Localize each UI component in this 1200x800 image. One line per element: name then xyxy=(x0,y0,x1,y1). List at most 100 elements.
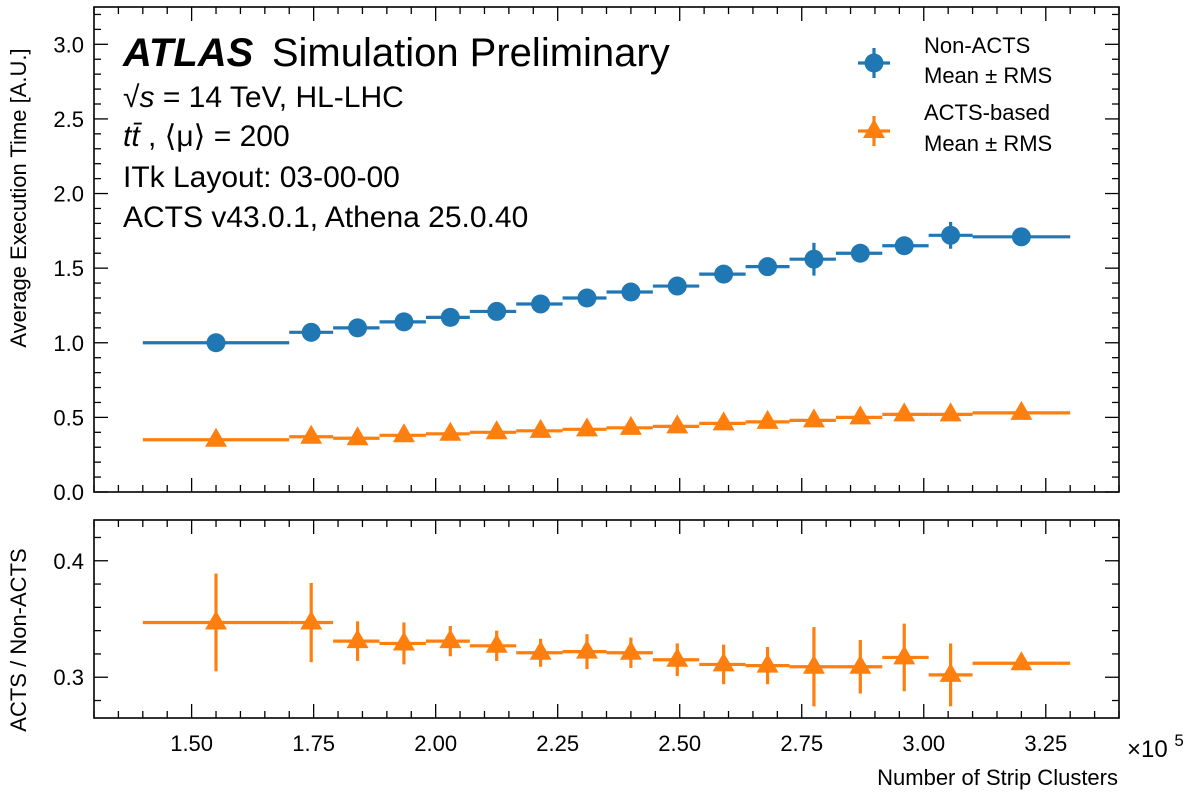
acts-based-triangle-marker xyxy=(346,426,369,446)
x-axis-multiplier-exponent: 5 xyxy=(1174,731,1183,750)
acts-based-point xyxy=(789,408,836,428)
non-acts-circle-marker xyxy=(941,225,961,245)
ratio-point xyxy=(882,623,929,692)
acts-based-point xyxy=(516,418,563,438)
acts-based-triangle-marker xyxy=(756,409,779,429)
x-axis-title: Number of Strip Clusters xyxy=(877,765,1118,790)
main-y-tick-label: 0.0 xyxy=(53,480,84,505)
non-acts-point xyxy=(142,333,290,353)
legend: Non-ACTS Mean ± RMS ACTS-based Mean ± RM… xyxy=(858,33,1052,156)
acts-based-point xyxy=(652,414,700,434)
non-acts-circle-marker xyxy=(714,264,734,284)
non-acts-point xyxy=(652,276,700,296)
non-acts-circle-marker xyxy=(667,276,687,296)
acts-based-triangle-marker xyxy=(529,418,552,438)
main-y-tick-label: 2.0 xyxy=(53,182,84,207)
ratio-point xyxy=(972,651,1071,671)
ratio-point xyxy=(469,630,517,661)
non-acts-point xyxy=(379,312,426,332)
ratio-y-tick-label: 0.4 xyxy=(53,549,84,574)
ratio-point xyxy=(562,634,607,670)
ratio-y-tick-label: 0.3 xyxy=(53,665,84,690)
annotation-process-rest: , ⟨μ⟩ = 200 xyxy=(148,120,290,153)
main-series-layer xyxy=(142,221,1071,447)
ratio-axis-ticks xyxy=(93,520,1120,718)
non-acts-circle-marker xyxy=(348,318,368,338)
acts-based-point xyxy=(745,409,790,429)
ratio-triangle-marker xyxy=(485,633,508,653)
non-acts-circle-marker xyxy=(301,322,321,342)
ratio-point xyxy=(379,622,426,665)
acts-based-triangle-marker xyxy=(485,420,508,440)
atlas-status-text: Simulation Preliminary xyxy=(272,31,670,75)
acts-based-triangle-marker xyxy=(939,402,962,422)
ratio-triangle-marker xyxy=(205,610,228,630)
non-acts-circle-marker xyxy=(394,312,414,332)
non-acts-point xyxy=(562,288,607,308)
x-tick-label: 2.00 xyxy=(414,731,457,756)
ratio-point xyxy=(652,643,700,677)
ratio-point xyxy=(333,621,380,661)
non-acts-point xyxy=(606,282,653,302)
ratio-point xyxy=(516,638,563,667)
legend-marker-acts-based xyxy=(858,116,890,146)
acts-based-triangle-marker xyxy=(849,405,872,425)
acts-based-point xyxy=(699,411,746,431)
ratio-triangle-marker xyxy=(893,645,916,665)
ratio-triangle-marker xyxy=(802,654,825,674)
acts-based-triangle-marker xyxy=(712,411,735,431)
main-y-tick-label: 0.5 xyxy=(53,405,84,430)
ratio-triangle-marker xyxy=(712,652,735,672)
non-acts-circle-marker xyxy=(804,249,824,269)
ratio-triangle-marker xyxy=(392,631,415,651)
non-acts-circle-marker xyxy=(206,333,226,353)
acts-based-triangle-marker xyxy=(575,417,598,437)
annotation-energy-sqrt: √s xyxy=(123,81,154,114)
non-acts-point xyxy=(972,227,1071,247)
non-acts-circle-marker xyxy=(758,257,778,277)
ratio-point xyxy=(789,627,836,707)
non-acts-point xyxy=(469,301,517,321)
legend-label-acts-based: ACTS-based xyxy=(924,100,1050,125)
ratio-triangle-marker xyxy=(666,647,689,667)
acts-based-triangle-marker xyxy=(300,424,323,444)
non-acts-circle-marker xyxy=(621,282,641,302)
main-y-axis-title: Average Execution Time [A.U.] xyxy=(6,48,31,347)
x-tick-label: 3.25 xyxy=(1024,731,1067,756)
acts-based-triangle-marker xyxy=(893,402,916,422)
ratio-triangle-marker xyxy=(575,639,598,659)
acts-based-triangle-marker xyxy=(1010,400,1033,420)
annotation-layout: ITk Layout: 03-00-00 xyxy=(123,161,400,194)
non-acts-point xyxy=(425,307,470,327)
acts-based-point xyxy=(289,424,334,444)
atlas-logo-text: ATLAS xyxy=(122,31,254,75)
acts-based-point xyxy=(835,405,883,425)
acts-based-point xyxy=(972,400,1071,420)
ratio-triangle-marker xyxy=(300,610,323,630)
ratio-plot-frame xyxy=(93,519,1120,719)
ratio-triangle-marker xyxy=(346,629,369,649)
main-y-tick-label: 1.5 xyxy=(53,256,84,281)
ratio-point xyxy=(606,637,653,668)
legend-entry-acts-based: ACTS-based Mean ± RMS xyxy=(858,100,1052,156)
legend-label-non-acts: Non-ACTS xyxy=(924,33,1030,58)
annotation-energy-rest: = 14 TeV, HL-LHC xyxy=(163,81,404,114)
ratio-y-tick-labels: 0.3 0.4 xyxy=(53,549,84,690)
ratio-series-layer xyxy=(142,573,1071,707)
acts-based-point xyxy=(469,420,517,440)
x-tick-label: 1.50 xyxy=(170,731,213,756)
non-acts-point xyxy=(928,221,973,249)
ratio-point xyxy=(699,644,746,685)
acts-based-triangle-marker xyxy=(439,421,462,441)
ratio-triangle-marker xyxy=(529,640,552,660)
ratio-y-axis-title: ACTS / Non-ACTS xyxy=(6,548,31,731)
acts-based-point xyxy=(562,417,607,437)
x-tick-label: 2.75 xyxy=(780,731,823,756)
x-tick-label: 1.75 xyxy=(292,731,335,756)
main-y-tick-labels: 0.0 0.5 1.0 1.5 2.0 2.5 3.0 xyxy=(53,32,84,505)
x-tick-labels: 1.50 1.75 2.00 2.25 2.50 2.75 3.00 3.25 xyxy=(170,731,1067,756)
acts-based-triangle-marker xyxy=(205,427,228,447)
acts-based-point xyxy=(882,402,929,422)
non-acts-point xyxy=(789,242,836,276)
main-y-tick-label: 3.0 xyxy=(53,32,84,57)
